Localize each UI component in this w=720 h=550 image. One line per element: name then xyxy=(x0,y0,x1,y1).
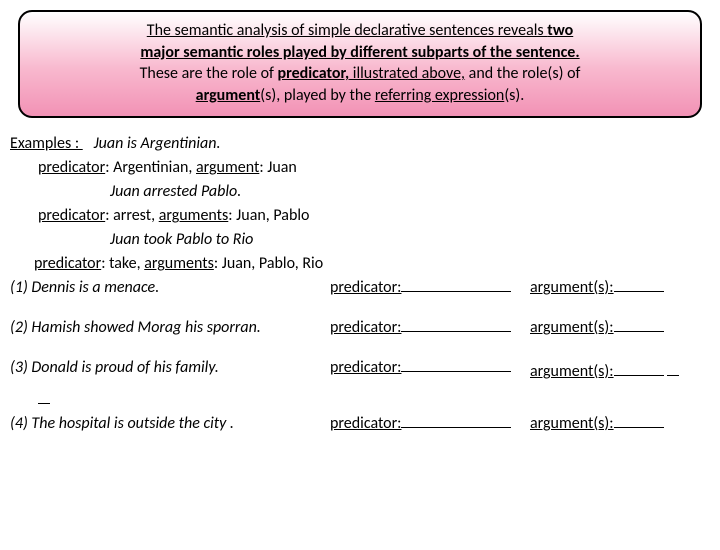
blank-line xyxy=(614,360,664,376)
banner-line-1-pre: The semantic analysis of simple declarat… xyxy=(147,21,548,40)
example-2-analysis: predicator: arrest, arguments: Juan, Pab… xyxy=(10,204,710,228)
ex2-arg-label: arguments xyxy=(159,206,229,225)
banner-line-1-key: two xyxy=(547,21,573,40)
ex3-pred-label: predicator xyxy=(34,254,101,273)
banner-line-3b: predicator, xyxy=(278,64,350,83)
exercise-3-arg-label: argument(s): xyxy=(530,362,614,381)
exercise-4-pred-label: predicator: xyxy=(330,414,401,433)
banner-line-3c: illustrated above, xyxy=(349,64,465,83)
blank-line xyxy=(401,412,511,428)
banner-line-3d: and the role(s) of xyxy=(465,64,580,83)
exercise-3-pred-label: predicator: xyxy=(330,358,401,377)
blank-line xyxy=(614,412,664,428)
exercise-1-pred: predicator: xyxy=(330,276,530,300)
ex1-pred-label: predicator xyxy=(38,158,105,177)
ex2-pred-val: : arrest, xyxy=(105,206,159,225)
definition-banner: The semantic analysis of simple declarat… xyxy=(18,10,702,118)
blank-line xyxy=(401,316,511,332)
exercise-4-row: (4) The hospital is outside the city . p… xyxy=(10,412,710,436)
blank-line xyxy=(401,356,511,372)
exercise-4-arg: argument(s): xyxy=(530,412,710,436)
example-1: Examples : Juan is Argentinian. xyxy=(10,132,710,156)
banner-line-2: major semantic roles played by different… xyxy=(50,42,670,64)
blank-line xyxy=(401,276,511,292)
banner-line-4b: (s), played by the xyxy=(260,86,375,105)
blank-line xyxy=(614,316,664,332)
exercise-2-arg: argument(s): xyxy=(530,316,710,340)
example-3-analysis: predicator: take, arguments: Juan, Pablo… xyxy=(10,252,710,276)
exercise-3-row: (3) Donald is proud of his family. predi… xyxy=(10,356,710,384)
exercise-4-sentence: (4) The hospital is outside the city . xyxy=(10,412,330,436)
examples-label: Examples : xyxy=(10,134,83,153)
ex3-pred-val: : take, xyxy=(101,254,144,273)
example-1-analysis: predicator: Argentinian, argument: Juan xyxy=(10,156,710,180)
banner-line-4a: argument xyxy=(196,86,261,105)
exercise-4-arg-label: argument(s): xyxy=(530,414,614,433)
exercise-3-pred: predicator: xyxy=(330,356,530,384)
exercise-4-pred: predicator: xyxy=(330,412,530,436)
examples-block: Examples : Juan is Argentinian. predicat… xyxy=(10,132,710,276)
ex3-arg-label: arguments xyxy=(144,254,214,273)
exercise-1-row: (1) Dennis is a menace. predicator: argu… xyxy=(10,276,710,300)
banner-line-3: These are the role of predicator, illust… xyxy=(50,63,670,85)
exercise-1-sentence: (1) Dennis is a menace. xyxy=(10,276,330,300)
exercise-2-row: (2) Hamish showed Morag his sporran. pre… xyxy=(10,316,710,340)
exercise-2-sentence: (2) Hamish showed Morag his sporran. xyxy=(10,316,330,340)
exercise-2-arg-label: argument(s): xyxy=(530,318,614,337)
ex3-arg-val: : Juan, Pablo, Rio xyxy=(214,254,323,273)
exercise-1-arg: argument(s): xyxy=(530,276,710,300)
blank-line xyxy=(614,276,664,292)
ex1-pred-val: : Argentinian, xyxy=(105,158,196,177)
extra-underscore xyxy=(38,388,50,404)
extra-underscore xyxy=(667,360,679,376)
ex1-arg-label: argument xyxy=(196,158,259,177)
banner-line-4: argument(s), played by the referring exp… xyxy=(50,85,670,107)
exercise-1-pred-label: predicator: xyxy=(330,278,401,297)
ex2-arg-val: : Juan, Pablo xyxy=(228,206,309,225)
example-2-sentence: Juan arrested Pablo. xyxy=(10,180,710,204)
ex2-pred-label: predicator xyxy=(38,206,105,225)
ex1-arg-val: : Juan xyxy=(259,158,296,177)
exercise-2-pred: predicator: xyxy=(330,316,530,340)
example-1-sentence: Juan is Argentinian. xyxy=(94,134,221,153)
banner-line-1: The semantic analysis of simple declarat… xyxy=(50,20,670,42)
stray-underscore-row xyxy=(10,384,710,412)
exercise-1-arg-label: argument(s): xyxy=(530,278,614,297)
body-area: Examples : Juan is Argentinian. predicat… xyxy=(0,126,720,436)
exercise-2-pred-label: predicator: xyxy=(330,318,401,337)
exercise-3-sentence: (3) Donald is proud of his family. xyxy=(10,356,330,384)
banner-line-3a: These are the role of xyxy=(140,64,278,83)
exercise-3-arg: argument(s): xyxy=(530,356,710,384)
banner-line-4d: (s). xyxy=(504,86,524,105)
example-3-sentence: Juan took Pablo to Rio xyxy=(10,228,710,252)
banner-line-4c: referring expression xyxy=(375,86,504,105)
